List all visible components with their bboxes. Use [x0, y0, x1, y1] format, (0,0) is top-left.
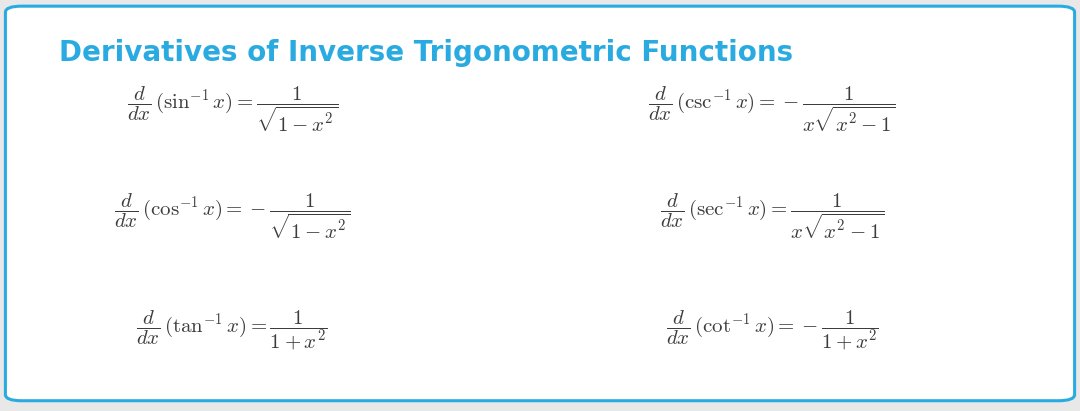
Text: $\dfrac{d}{dx}\,(\sec^{-1}x) = \dfrac{1}{x\sqrt{x^2-1}}$: $\dfrac{d}{dx}\,(\sec^{-1}x) = \dfrac{1}… — [660, 191, 885, 241]
Text: $\dfrac{d}{dx}\,(\csc^{-1}x) = -\dfrac{1}{x\sqrt{x^2-1}}$: $\dfrac{d}{dx}\,(\csc^{-1}x) = -\dfrac{1… — [648, 84, 896, 134]
Text: Derivatives of Inverse Trigonometric Functions: Derivatives of Inverse Trigonometric Fun… — [59, 39, 794, 67]
Text: $\dfrac{d}{dx}\,(\cos^{-1}x) = -\dfrac{1}{\sqrt{1-x^2}}$: $\dfrac{d}{dx}\,(\cos^{-1}x) = -\dfrac{1… — [113, 191, 351, 241]
Text: $\dfrac{d}{dx}\,(\cot^{-1}x) = -\dfrac{1}{1+x^2}$: $\dfrac{d}{dx}\,(\cot^{-1}x) = -\dfrac{1… — [665, 309, 879, 352]
Text: $\dfrac{d}{dx}\,(\sin^{-1}x) = \dfrac{1}{\sqrt{1-x^2}}$: $\dfrac{d}{dx}\,(\sin^{-1}x) = \dfrac{1}… — [126, 84, 338, 134]
Text: $\dfrac{d}{dx}\,(\tan^{-1}x) = \dfrac{1}{1+x^2}$: $\dfrac{d}{dx}\,(\tan^{-1}x) = \dfrac{1}… — [136, 309, 328, 352]
FancyBboxPatch shape — [5, 6, 1075, 401]
